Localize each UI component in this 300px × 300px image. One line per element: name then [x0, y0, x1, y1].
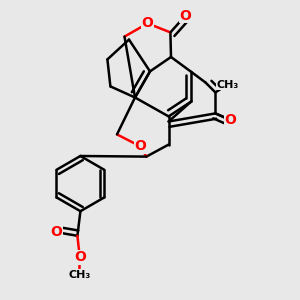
Text: O: O — [224, 113, 236, 127]
Text: O: O — [74, 250, 86, 264]
Text: CH₃: CH₃ — [68, 270, 90, 280]
Text: CH₃: CH₃ — [216, 80, 238, 90]
Text: O: O — [134, 140, 146, 153]
Text: O: O — [142, 16, 154, 30]
Text: O: O — [179, 9, 191, 22]
Text: O: O — [50, 225, 62, 239]
